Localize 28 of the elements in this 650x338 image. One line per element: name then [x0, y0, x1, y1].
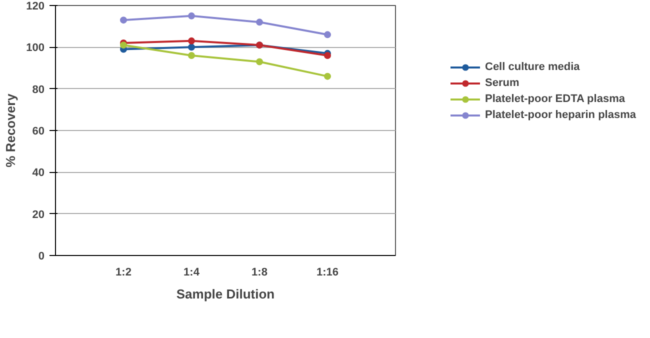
- x-tick-label: 1:16: [316, 266, 339, 278]
- x-tick-label: 1:8: [252, 266, 268, 278]
- x-tick-label: 1:4: [184, 266, 200, 278]
- point: [324, 72, 331, 80]
- legend-label: Serum: [485, 76, 520, 90]
- x-axis-title: Sample Dilution: [176, 286, 275, 302]
- y-axis-title: % Recovery: [3, 92, 18, 168]
- y-tick-label: 100: [26, 42, 45, 54]
- point: [256, 18, 263, 26]
- point: [324, 52, 331, 59]
- point: [188, 52, 195, 59]
- point: [188, 12, 195, 20]
- point: [324, 31, 331, 38]
- y-tick-label: 80: [32, 84, 45, 96]
- y-tick-label: 0: [38, 250, 45, 262]
- point: [120, 16, 127, 24]
- point: [188, 44, 195, 51]
- x-tick-label: 1:2: [116, 266, 132, 278]
- legend-label: Cell culture media: [485, 60, 580, 74]
- point: [256, 58, 263, 66]
- y-tick-label: 120: [26, 0, 45, 12]
- y-tick-label: 40: [32, 167, 45, 180]
- y-tick-label: 20: [32, 208, 45, 221]
- legend-label: Platelet-poor heparin plasma: [485, 108, 636, 122]
- y-tick-label: 60: [32, 126, 45, 138]
- point: [120, 42, 127, 49]
- point: [188, 37, 195, 44]
- legend-label: Platelet-poor EDTA plasma: [485, 92, 625, 106]
